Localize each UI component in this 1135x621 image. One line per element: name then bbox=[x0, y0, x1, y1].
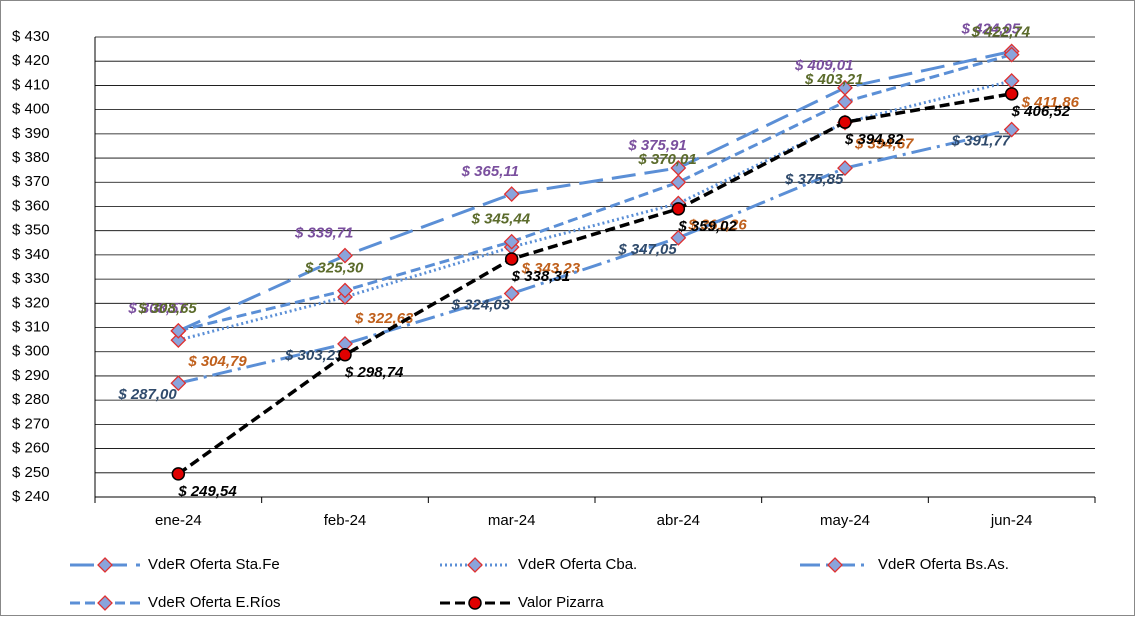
marker bbox=[170, 322, 187, 339]
marker bbox=[170, 375, 187, 392]
data-label: $ 403,21 bbox=[804, 71, 863, 88]
legend-marker bbox=[97, 557, 113, 573]
legend-label: VdeR Oferta Bs.As. bbox=[878, 556, 1009, 573]
data-label: $ 304,79 bbox=[187, 353, 247, 370]
marker bbox=[1004, 87, 1019, 101]
data-label: $ 409,01 bbox=[794, 57, 853, 74]
data-label: $ 406,52 bbox=[1011, 103, 1071, 120]
marker bbox=[170, 332, 187, 349]
y-tick-label: $ 300 bbox=[12, 343, 50, 360]
data-label: $ 370,01 bbox=[637, 151, 696, 168]
y-tick-label: $ 320 bbox=[12, 294, 50, 311]
data-label: $ 359,02 bbox=[677, 218, 737, 235]
data-label: $ 347,05 bbox=[617, 241, 677, 258]
data-label: $ 308,65 bbox=[137, 300, 197, 317]
x-tick-label: may-24 bbox=[820, 512, 870, 529]
y-tick-label: $ 260 bbox=[12, 440, 50, 457]
marker bbox=[337, 282, 353, 299]
marker bbox=[504, 252, 519, 266]
data-label: $ 422,74 bbox=[971, 24, 1031, 41]
data-label: $ 375,91 bbox=[627, 137, 686, 154]
data-label: $ 365,11 bbox=[461, 163, 519, 180]
marker bbox=[338, 348, 352, 362]
data-label: $ 391,77 bbox=[951, 133, 1011, 150]
marker bbox=[837, 93, 853, 110]
data-label: $ 287,00 bbox=[117, 386, 177, 403]
marker bbox=[1003, 46, 1020, 63]
y-tick-label: $ 420 bbox=[12, 52, 50, 69]
data-label: $ 325,30 bbox=[304, 259, 364, 276]
data-label: $ 322,63 bbox=[354, 310, 414, 327]
data-label: $ 345,44 bbox=[471, 211, 531, 228]
marker bbox=[837, 160, 853, 177]
y-tick-label: $ 250 bbox=[12, 464, 50, 481]
y-tick-label: $ 310 bbox=[12, 318, 50, 335]
marker bbox=[670, 229, 687, 246]
data-label: $ 411,86 bbox=[1021, 94, 1080, 111]
x-tick-label: abr-24 bbox=[657, 512, 700, 529]
x-tick-label: ene-24 bbox=[155, 512, 202, 529]
marker bbox=[503, 233, 520, 250]
y-tick-label: $ 370 bbox=[12, 173, 50, 190]
data-label: $ 298,74 bbox=[344, 364, 404, 381]
x-tick-label: mar-24 bbox=[488, 512, 536, 529]
legend-marker bbox=[467, 557, 483, 573]
y-tick-label: $ 430 bbox=[12, 28, 50, 45]
y-tick-label: $ 400 bbox=[12, 101, 50, 118]
data-label: $ 249,54 bbox=[177, 483, 237, 500]
data-label: $ 338,31 bbox=[511, 268, 570, 285]
data-label: $ 343,23 bbox=[521, 260, 581, 277]
data-label: $ 424,05 bbox=[961, 20, 1021, 37]
data-label: $ 324,03 bbox=[451, 297, 511, 314]
marker bbox=[670, 174, 687, 191]
data-label: $ 375,85 bbox=[784, 171, 844, 188]
legend-label: VdeR Oferta Cba. bbox=[518, 556, 637, 573]
legend-label: Valor Pizarra bbox=[518, 594, 604, 611]
x-tick-label: jun-24 bbox=[990, 512, 1033, 529]
data-label: $ 394,67 bbox=[854, 136, 914, 153]
legend-label: VdeR Oferta E.Ríos bbox=[148, 594, 281, 611]
x-tick-label: feb-24 bbox=[324, 512, 367, 529]
data-label: $ 308,57 bbox=[127, 300, 187, 317]
legend-marker bbox=[468, 596, 482, 610]
y-tick-label: $ 390 bbox=[12, 125, 50, 142]
marker bbox=[171, 467, 186, 481]
data-label: $ 361,26 bbox=[687, 216, 747, 233]
legend-marker bbox=[827, 557, 843, 573]
marker bbox=[503, 186, 520, 203]
y-tick-label: $ 280 bbox=[12, 391, 50, 408]
data-label: $ 394,82 bbox=[844, 131, 904, 148]
marker bbox=[337, 247, 353, 264]
marker bbox=[838, 115, 852, 129]
series-line bbox=[177, 53, 1013, 333]
marker bbox=[1003, 121, 1020, 138]
series-line bbox=[177, 128, 1013, 385]
y-tick-label: $ 240 bbox=[12, 488, 50, 505]
y-tick-label: $ 410 bbox=[12, 76, 50, 93]
y-tick-label: $ 290 bbox=[12, 367, 50, 384]
y-tick-label: $ 340 bbox=[12, 246, 50, 263]
marker bbox=[503, 285, 520, 302]
series-line bbox=[177, 92, 1012, 476]
marker bbox=[671, 202, 686, 216]
legend-marker bbox=[97, 595, 113, 611]
series-line bbox=[177, 49, 1012, 333]
y-tick-label: $ 330 bbox=[12, 270, 50, 287]
y-tick-label: $ 380 bbox=[12, 149, 50, 166]
y-tick-label: $ 270 bbox=[12, 415, 50, 432]
y-tick-label: $ 360 bbox=[12, 197, 50, 214]
legend-label: VdeR Oferta Sta.Fe bbox=[148, 556, 280, 573]
y-tick-label: $ 350 bbox=[12, 222, 50, 239]
data-label: $ 339,71 bbox=[294, 225, 353, 242]
data-label: $ 303,23 bbox=[284, 347, 344, 364]
